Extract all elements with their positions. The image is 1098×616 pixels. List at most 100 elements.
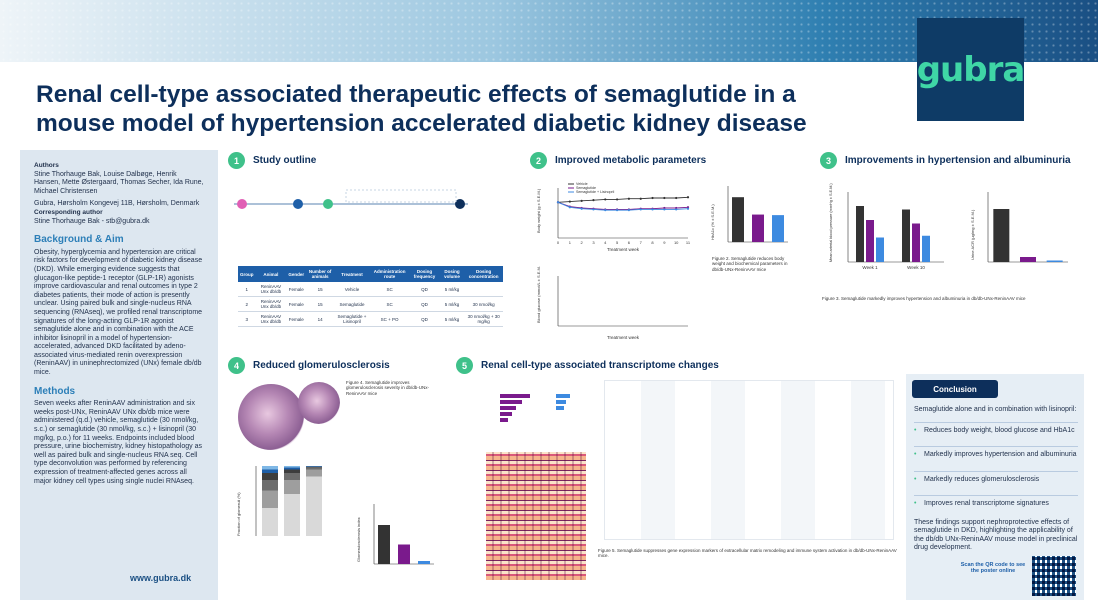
table-header: Group [238,266,256,282]
affiliation: Gubra, Hørsholm Kongevej 11B, Hørsholm, … [34,200,200,208]
poster-title: Renal cell-type associated therapeutic e… [36,80,896,138]
x-tick-label: Week 10 [907,265,925,270]
timeline-node [293,199,303,209]
x-tick-label: 9 [663,240,666,245]
left-column: Authors Stine Thorhauge Bak, Louise Dalb… [20,150,218,600]
table-cell: QD [409,282,440,297]
glomerulosclerosis-chart: Glomerulosclerosis index [356,504,434,565]
study-timeline [234,189,468,209]
table-header: Animal [255,266,287,282]
stacked-bar-segment [306,469,322,477]
table-cell: ReninAAV Unx db/db [255,282,287,297]
hba1c-chart: HbA1c (% ± S.E.M.) [710,186,788,243]
stacked-bar-segment [306,466,322,467]
bar [1020,257,1036,262]
table-cell: 5 ml/kg [439,296,465,312]
blood-pressure-chart: Week 1 Week 10 Mean arterial blood pressur… [829,183,944,270]
table-cell: Vehicle [334,282,370,297]
figure-5-caption: Figure 5. Semaglutide suppresses gene ex… [598,548,897,559]
table-row: 2 ReninAAV Unx db/db Female 15 Semaglutide SC… [238,296,503,312]
stacked-bar-segment [306,476,322,536]
header-banner [0,0,1098,62]
data-point [639,208,642,211]
blood-glucose-chart: Treatment week Blood glucose (mmol/L ± S.… [536,266,688,340]
company-logo[interactable]: gubra [917,18,1025,121]
y-axis-label: Glomerulosclerosis index [356,517,361,562]
stacked-bar-segment [262,490,278,508]
authors: Stine Thorhauge Bak, Louise Dalbøge, Hen… [34,170,204,195]
data-point [663,208,666,211]
stacked-bar-segment [262,473,278,480]
data-point [627,209,631,212]
table-cell: 30 nmol/kg [464,296,503,312]
table-cell: 3 [238,311,256,327]
figure-2-caption: Figure 2. Semaglutide reduces body weigh… [712,256,788,272]
x-tick-label: 1 [569,240,572,245]
qr-code[interactable] [1032,556,1076,596]
section-3-heading: 3 Improvements in hypertension and albumi… [820,152,1071,169]
section-title: Improvements in hypertension and albumin… [845,155,1071,166]
timeline-node [237,199,247,209]
y-axis-label: Fraction of glomeruli (%) [236,492,241,536]
table-cell: 5 ml/kg [439,311,465,327]
website-link[interactable]: www.gubra.dk [130,573,192,583]
y-axis-label: Body weight (g ± S.E.M.) [536,188,541,233]
x-tick-label: 3 [592,240,595,245]
stacked-bar-segment [306,466,322,468]
legend-label: Vehicle [576,182,588,186]
legend-label: Semaglutide + Lisinopril [576,190,614,194]
section-title: Reduced glomerulosclerosis [253,360,390,371]
y-axis-label: Mean arterial blood pressure (mmHg ± S.E… [829,183,833,262]
bar [398,544,410,564]
table-row: 3 ReninAAV Unx db/db Female 14 Semaglutide +… [238,311,503,327]
conclusion-intro: Semaglutide alone and in combination wit… [914,406,1077,413]
table-cell: 14 [306,311,335,327]
histology-zoom-image [298,382,340,424]
table-header: Dosing frequency [409,266,440,282]
stacked-bar-segment [262,480,278,491]
body-weight-chart: 0 1 2 3 4 5 6 7 8 9 10 11 Treatment week Body weight … [536,182,691,252]
data-point [592,208,595,211]
stacked-bar-segment [284,466,300,468]
table-cell: SC [369,282,410,297]
glomeruli-fraction-chart: Fraction of glomeruli (%) [236,466,322,536]
bar [866,220,874,262]
data-point [675,208,678,211]
conclusion-outro: These findings support nephroprotective … [914,518,1078,552]
table-cell: Semaglutide [334,296,370,312]
table-cell: Female [286,296,307,312]
series-line [557,201,689,211]
stacked-bar-segment [262,466,278,470]
methods-heading: Methods [34,385,76,397]
stacked-bar-segment [284,494,300,536]
table-header: Dosing volume [439,266,465,282]
x-tick-label: 7 [640,240,643,245]
table-cell: 5 ml/kg [439,282,465,297]
bar [922,235,930,262]
urine-acr-chart: Urine ACR (µg/mg ± S.E.M.) [970,192,1068,263]
section-number: 5 [456,357,473,374]
x-tick-label: 6 [628,240,631,245]
data-point [592,199,595,202]
cell-type-heatmap-grid [604,380,894,540]
section-2-heading: 2 Improved metabolic parameters [530,152,706,169]
y-axis-label: Urine ACR (µg/mg ± S.E.M.) [970,209,975,260]
bar [1046,260,1063,262]
section-number: 3 [820,152,837,169]
table-row: 1 ReninAAV Unx db/db Female 15 Vehicle SC QD 5 … [238,282,503,297]
data-point [651,208,654,211]
bar [732,197,744,242]
section-number: 2 [530,152,547,169]
expression-heatmap [486,452,586,580]
corresponding-author: Stine Thorhauge Bak - stb@gubra.dk [34,217,150,225]
bar [912,223,920,262]
stacked-bar-segment [284,467,300,470]
data-point [651,196,654,200]
data-point [627,197,631,200]
table-cell: Semaglutide + Lisinopril [334,311,370,327]
table-header: Treatment [334,266,370,282]
x-tick-label: 0 [557,240,560,245]
series-line [557,196,689,203]
title-line-2: mouse model of hypertension accelerated … [36,110,807,137]
table-cell: SC + PO [369,311,410,327]
